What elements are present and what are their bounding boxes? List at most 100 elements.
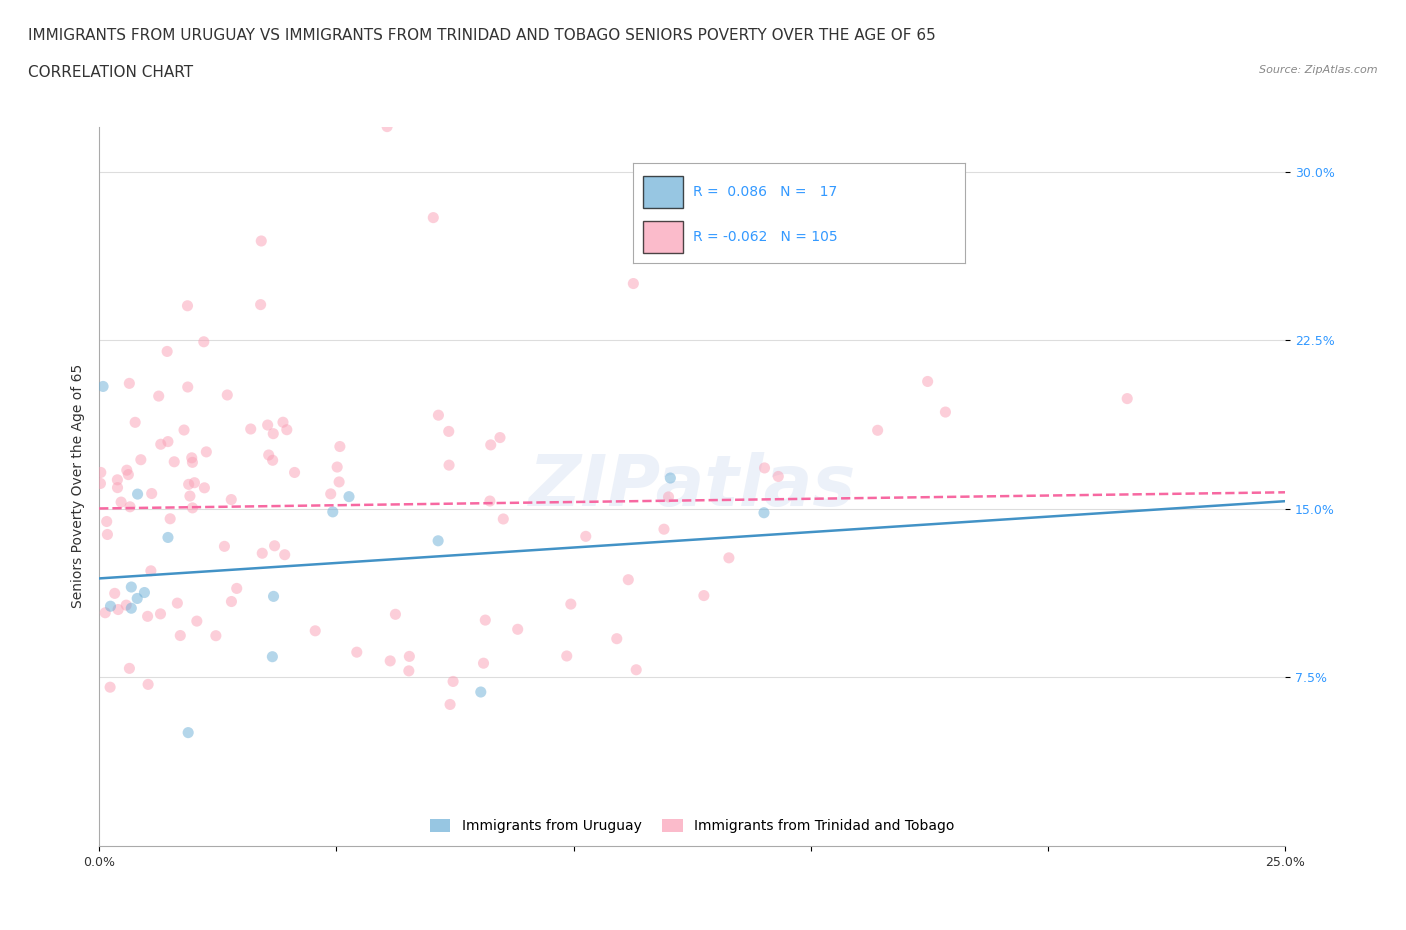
Point [752, 505, 775, 520]
Point [384, 607, 406, 622]
Point [166, 596, 188, 611]
Point [115, 598, 138, 613]
Point [249, 298, 271, 312]
Point [328, 474, 350, 489]
Point [375, 119, 398, 134]
Point [472, 656, 495, 671]
Point [181, 500, 204, 515]
Point [169, 628, 191, 643]
Point [186, 614, 208, 629]
Point [617, 572, 640, 587]
Point [326, 459, 349, 474]
Point [252, 546, 274, 561]
Point [621, 276, 644, 291]
Point [107, 480, 129, 495]
Point [263, 538, 285, 553]
Point [337, 489, 360, 504]
Point [148, 389, 170, 404]
Point [90, 465, 112, 480]
Point [479, 437, 502, 452]
Point [427, 533, 450, 548]
Point [274, 547, 297, 562]
Point [917, 374, 939, 389]
Point [380, 654, 402, 669]
Point [239, 421, 262, 436]
Point [94, 605, 117, 620]
Point [225, 581, 247, 596]
Point [262, 649, 284, 664]
Point [555, 648, 578, 663]
Point [149, 606, 172, 621]
Point [934, 405, 956, 419]
Point [219, 492, 242, 507]
Point [120, 579, 142, 594]
Point [124, 415, 146, 430]
Point [346, 644, 368, 659]
Point [141, 486, 163, 501]
Point [117, 467, 139, 482]
Point [118, 499, 141, 514]
Point [127, 486, 149, 501]
Point [159, 512, 181, 526]
Point [221, 594, 243, 609]
Point [179, 488, 201, 503]
Point [110, 495, 132, 510]
Point [180, 450, 202, 465]
Point [474, 613, 496, 628]
Point [136, 609, 159, 624]
Point [1116, 392, 1139, 406]
Point [195, 445, 218, 459]
Point [717, 551, 740, 565]
Point [107, 602, 129, 617]
Point [163, 455, 186, 470]
Point [176, 299, 198, 313]
Point [177, 725, 200, 740]
Point [96, 527, 118, 542]
Point [118, 376, 141, 391]
Point [652, 522, 675, 537]
Point [489, 430, 512, 445]
Point [96, 514, 118, 529]
Point [262, 453, 284, 468]
Point [193, 335, 215, 350]
Point [319, 486, 342, 501]
Point [284, 465, 307, 480]
Point [177, 379, 200, 394]
Point [250, 233, 273, 248]
Point [575, 529, 598, 544]
Point [134, 585, 156, 600]
Point [91, 379, 114, 394]
Point [263, 589, 285, 604]
Point [271, 415, 294, 430]
Point [470, 684, 492, 699]
Point [256, 418, 278, 432]
Point [329, 439, 352, 454]
Point [606, 631, 628, 646]
Point [304, 623, 326, 638]
Point [276, 422, 298, 437]
Point [398, 649, 420, 664]
Legend: Immigrants from Uruguay, Immigrants from Trinidad and Tobago: Immigrants from Uruguay, Immigrants from… [425, 814, 960, 839]
Point [693, 588, 716, 603]
Point [437, 424, 460, 439]
Point [441, 674, 464, 689]
Point [659, 471, 682, 485]
Point [100, 599, 122, 614]
Point [427, 407, 450, 422]
Point [478, 494, 501, 509]
Point [120, 601, 142, 616]
Point [156, 530, 179, 545]
Point [217, 388, 239, 403]
Point [257, 447, 280, 462]
Point [492, 512, 515, 526]
Point [768, 469, 790, 484]
Text: CORRELATION CHART: CORRELATION CHART [28, 65, 193, 80]
Point [181, 455, 204, 470]
Point [422, 210, 444, 225]
Point [89, 476, 111, 491]
Point [136, 677, 159, 692]
Point [626, 662, 648, 677]
Point [104, 586, 127, 601]
Point [156, 434, 179, 449]
Point [506, 622, 529, 637]
